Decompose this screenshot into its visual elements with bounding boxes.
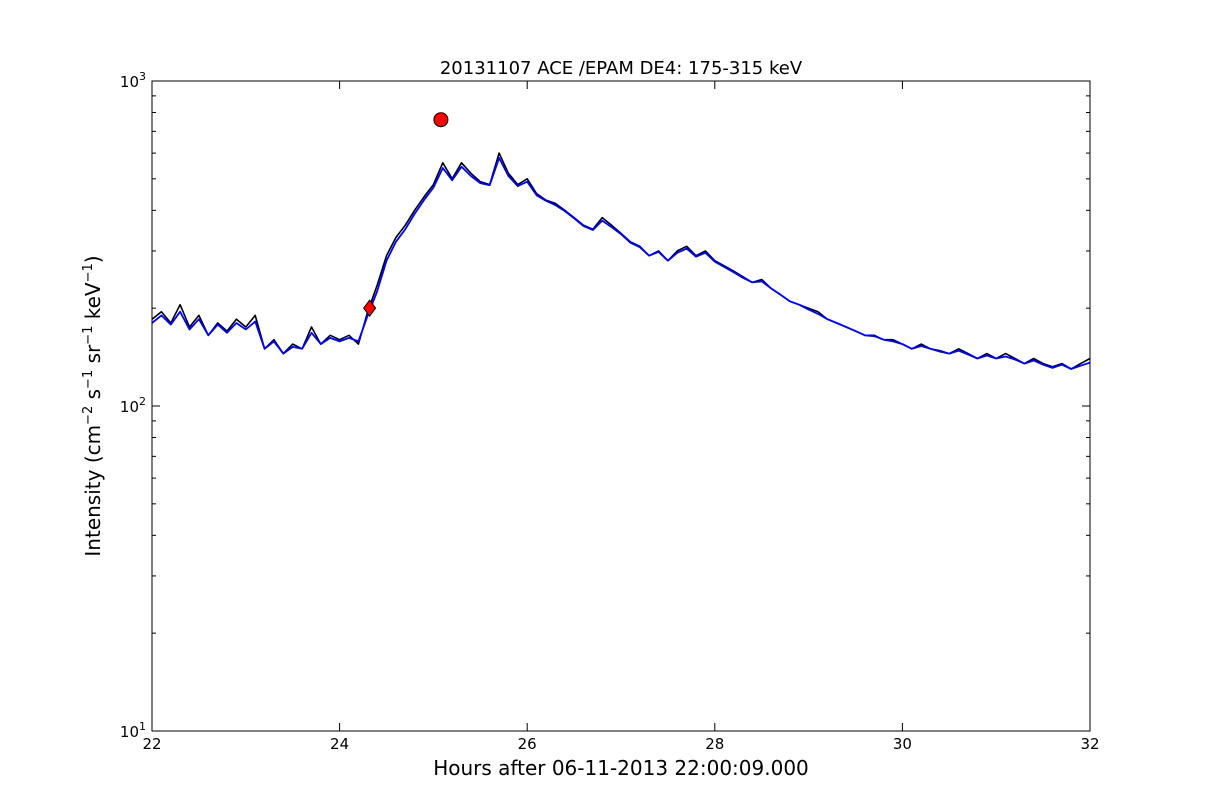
y-tick-label: 103: [120, 70, 146, 91]
y-tick-labels: 101 102 103: [120, 70, 146, 741]
x-tick-label: 26: [518, 735, 537, 753]
x-tick-label: 32: [1080, 735, 1099, 753]
x-tick-label: 22: [142, 735, 161, 753]
axes-frame: [151, 80, 1091, 732]
x-tick-label: 24: [330, 735, 349, 753]
x-axis-label: Hours after 06-11-2013 22:00:09.000: [433, 756, 809, 780]
y-axis-label: Intensity (cm−2 s−1 sr−1 keV−1): [81, 255, 105, 556]
x-tick-label: 28: [705, 735, 724, 753]
series-line-1: [151, 156, 1091, 370]
chart-title: 20131107 ACE /EPAM DE4: 175-315 keV: [440, 58, 803, 79]
peak-marker: [433, 112, 449, 128]
x-tick-labels: 22 24 26 28 30 32: [142, 735, 1099, 753]
x-tick-label: 30: [893, 735, 912, 753]
y-tick-label: 101: [120, 720, 146, 741]
onset-marker: [362, 299, 377, 317]
axis-ticks: [151, 80, 1091, 732]
y-tick-label: 102: [120, 395, 146, 416]
plot-area: [151, 112, 1091, 370]
series-line-0: [151, 152, 1091, 370]
